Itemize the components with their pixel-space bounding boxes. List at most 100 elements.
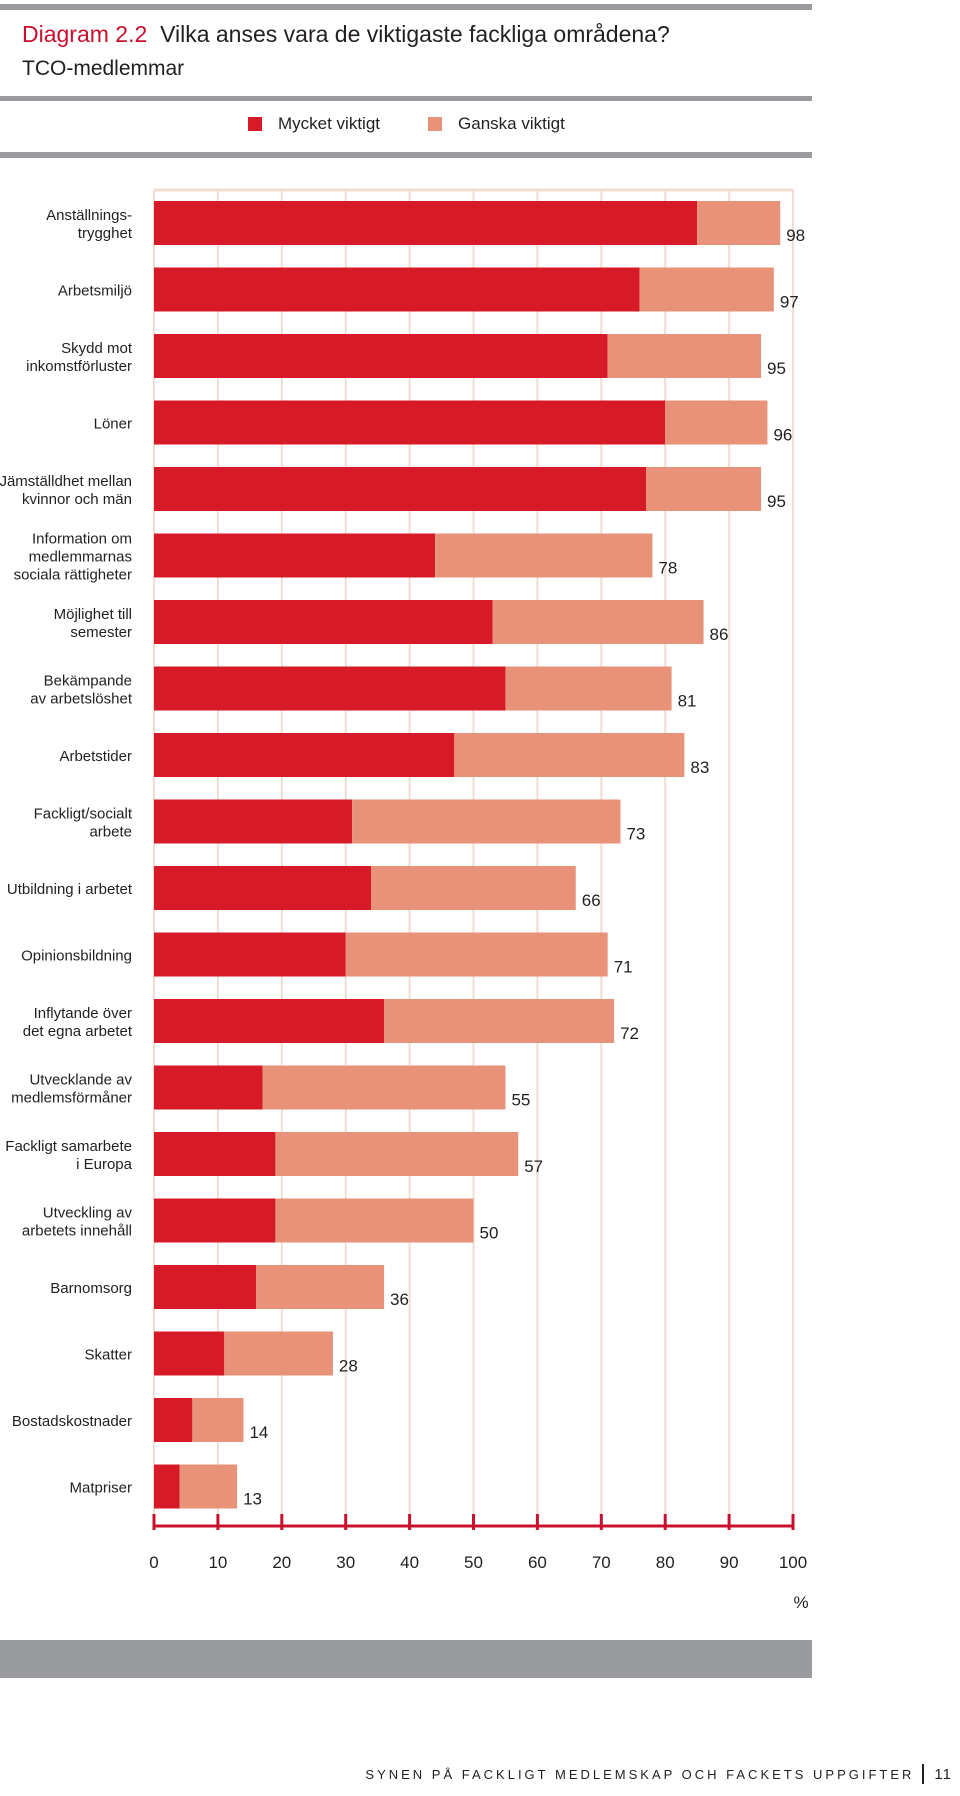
bar-mycket-viktigt [154, 600, 493, 644]
bar-mycket-viktigt [154, 533, 436, 578]
chart-title-text: Vilka anses vara de viktigaste fackliga … [160, 21, 670, 47]
category-label: Information om medlemmarnas sociala rättig… [14, 531, 132, 584]
bar-mycket-viktigt [154, 1065, 263, 1110]
bar-ganska-viktigt [505, 666, 672, 711]
legend-item-ganska: Ganska viktigt [428, 114, 565, 134]
total-label: 96 [773, 426, 792, 445]
legend-item-mycket: Mycket viktigt [248, 114, 380, 134]
category-label: Skydd mot inkomstförluster [26, 340, 133, 375]
x-tick-label: 70 [592, 1553, 611, 1572]
total-label: 14 [249, 1423, 268, 1442]
bar-mycket-viktigt [154, 334, 608, 378]
x-tick-label: 10 [208, 1553, 227, 1572]
total-label: 83 [690, 758, 709, 777]
diagram-number: Diagram 2.2 [22, 21, 148, 47]
bar-ganska-viktigt [256, 1265, 385, 1309]
total-label: 55 [511, 1091, 530, 1110]
bar-mycket-viktigt [154, 467, 647, 511]
legend: Mycket viktigt Ganska viktigt [248, 114, 613, 134]
legend-swatch-ganska [428, 117, 443, 131]
bar-mycket-viktigt [154, 866, 372, 910]
bar-ganska-viktigt [607, 334, 762, 378]
bar-ganska-viktigt [192, 1398, 244, 1442]
bar-ganska-viktigt [435, 533, 653, 578]
bar-ganska-viktigt [492, 600, 704, 644]
x-tick-label: 50 [464, 1553, 483, 1572]
total-label: 97 [780, 293, 799, 312]
x-tick-label: 80 [656, 1553, 675, 1572]
x-unit-label: % [793, 1593, 808, 1612]
category-label: Arbetstider [59, 748, 132, 765]
chart-header: Diagram 2.2 Vilka anses vara de viktigas… [22, 20, 670, 82]
total-label: 72 [620, 1024, 639, 1043]
category-label: Fackligt samarbete i Europa [5, 1138, 132, 1173]
bar-ganska-viktigt [275, 1132, 519, 1176]
top-rule [0, 4, 812, 10]
total-label: 66 [582, 891, 601, 910]
category-label: Anställnings-trygghet [46, 207, 133, 242]
bar-mycket-viktigt [154, 666, 506, 711]
total-label: 98 [786, 226, 805, 245]
category-label: Jämställdhet mellan kvinnor och män [0, 473, 132, 508]
total-label: 86 [710, 625, 729, 644]
bar-ganska-viktigt [665, 400, 768, 445]
category-label: Fackligt/socialt arbete [34, 806, 133, 841]
header-rule [0, 96, 812, 101]
bar-ganska-viktigt [646, 467, 762, 511]
stacked-bar-chart: 98 Anställnings-trygghet 97 Arbetsmiljö 95 Sk… [0, 188, 809, 1612]
category-label: Matpriser [69, 1480, 132, 1497]
legend-label-ganska: Ganska viktigt [458, 114, 565, 133]
bar-ganska-viktigt [352, 799, 621, 844]
category-label: Utvecklande av medlemsförmåner [11, 1072, 132, 1107]
total-label: 73 [626, 825, 645, 844]
bar-mycket-viktigt [154, 932, 346, 977]
x-tick-label: 60 [528, 1553, 547, 1572]
total-label: 78 [658, 559, 677, 578]
total-label: 95 [767, 492, 786, 511]
bar-mycket-viktigt [154, 201, 698, 245]
chart-subtitle: TCO-medlemmar [22, 57, 185, 80]
footer-separator [922, 1764, 925, 1784]
x-tick-label: 40 [400, 1553, 419, 1572]
x-tick-label: 100 [779, 1553, 807, 1572]
page-footer: SYNEN PÅ FACKLIGT MEDLEMSKAP OCH FACKETS… [365, 1764, 952, 1784]
legend-label-mycket: Mycket viktigt [278, 114, 381, 133]
category-label: Utveckling av arbetets innehåll [22, 1205, 133, 1240]
category-label: Bekämpande av arbetslöshet [30, 673, 133, 708]
bar-ganska-viktigt [384, 999, 615, 1043]
category-label: Opinionsbildning [21, 948, 132, 965]
category-label: Utbildning i arbetet [7, 881, 133, 898]
bottom-band [0, 1640, 812, 1678]
page-number: 11 [934, 1765, 952, 1783]
total-label: 71 [614, 958, 633, 977]
bar-ganska-viktigt [179, 1464, 238, 1509]
bar-mycket-viktigt [154, 267, 640, 312]
legend-rule [0, 152, 812, 158]
bar-mycket-viktigt [154, 1464, 180, 1509]
category-label: Bostadskostnader [12, 1413, 132, 1430]
legend-swatch-mycket [248, 117, 262, 131]
x-tick-label: 30 [336, 1553, 355, 1572]
category-label: Skatter [84, 1347, 132, 1364]
bar-ganska-viktigt [345, 932, 608, 977]
bar-mycket-viktigt [154, 733, 455, 777]
x-tick-label: 20 [272, 1553, 291, 1572]
total-label: 28 [339, 1357, 358, 1376]
bar-mycket-viktigt [154, 999, 385, 1043]
bar-mycket-viktigt [154, 1265, 257, 1309]
bar-ganska-viktigt [639, 267, 774, 312]
bar-mycket-viktigt [154, 1132, 276, 1176]
bar-ganska-viktigt [697, 201, 781, 245]
bar-ganska-viktigt [275, 1198, 474, 1243]
category-label: Arbetsmiljö [58, 283, 132, 300]
bar-ganska-viktigt [262, 1065, 506, 1110]
bar-mycket-viktigt [154, 1398, 193, 1442]
bar-mycket-viktigt [154, 799, 353, 844]
category-label: Löner [94, 416, 132, 433]
bar-ganska-viktigt [224, 1331, 333, 1376]
bar-mycket-viktigt [154, 1331, 225, 1376]
running-title: SYNEN PÅ FACKLIGT MEDLEMSKAP OCH FACKETS… [365, 1766, 915, 1782]
total-label: 36 [390, 1290, 409, 1309]
x-tick-label: 90 [720, 1553, 739, 1572]
total-label: 57 [524, 1157, 543, 1176]
